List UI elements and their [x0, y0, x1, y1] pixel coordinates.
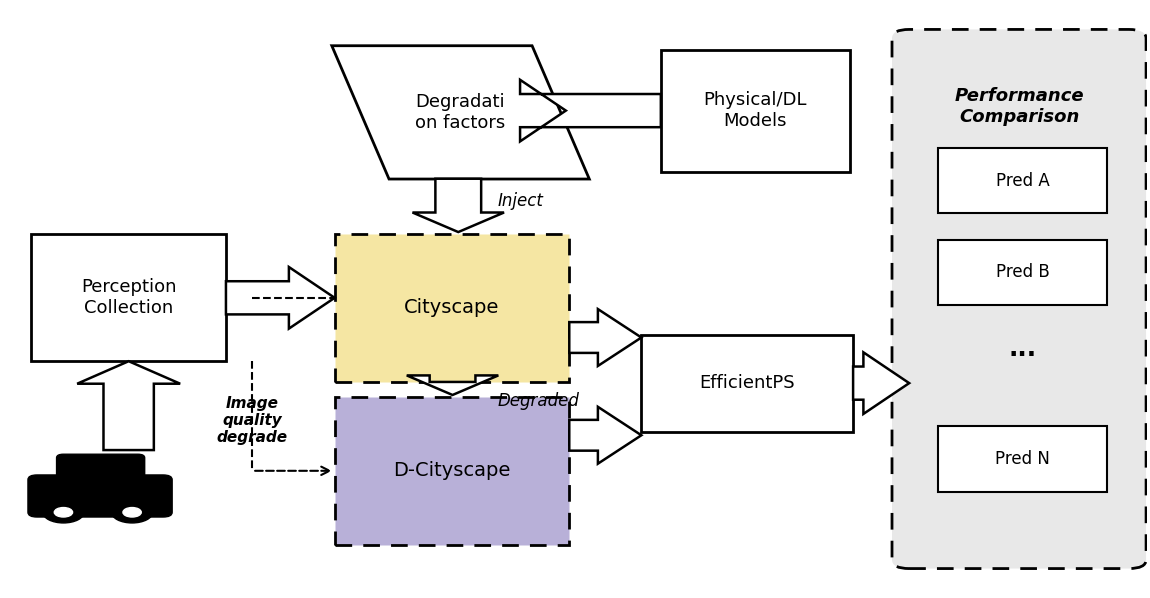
- Polygon shape: [225, 267, 335, 329]
- Circle shape: [112, 502, 153, 523]
- Polygon shape: [332, 45, 589, 179]
- FancyBboxPatch shape: [937, 240, 1107, 305]
- Circle shape: [43, 502, 84, 523]
- Text: Perception
Collection: Perception Collection: [81, 278, 176, 317]
- Polygon shape: [853, 352, 910, 414]
- FancyBboxPatch shape: [642, 334, 853, 432]
- Circle shape: [123, 508, 141, 517]
- FancyBboxPatch shape: [335, 396, 569, 545]
- Text: Pred B: Pred B: [996, 263, 1049, 281]
- Text: Inject: Inject: [497, 192, 543, 210]
- FancyBboxPatch shape: [661, 50, 850, 172]
- Circle shape: [54, 508, 72, 517]
- Polygon shape: [569, 309, 642, 366]
- Text: Image
quality
degrade: Image quality degrade: [216, 395, 288, 446]
- Text: Pred N: Pred N: [995, 450, 1050, 468]
- Text: Degradati
on factors: Degradati on factors: [415, 93, 506, 132]
- Text: Physical/DL
Models: Physical/DL Models: [704, 91, 807, 130]
- FancyBboxPatch shape: [892, 29, 1147, 569]
- Polygon shape: [407, 376, 498, 395]
- Polygon shape: [520, 80, 661, 141]
- FancyBboxPatch shape: [937, 426, 1107, 492]
- Polygon shape: [413, 179, 504, 232]
- Polygon shape: [569, 407, 642, 463]
- Text: Performance
Comparison: Performance Comparison: [954, 87, 1083, 126]
- Text: D-Cityscape: D-Cityscape: [393, 461, 511, 480]
- Text: Pred A: Pred A: [996, 172, 1049, 190]
- Text: Cityscape: Cityscape: [405, 298, 499, 318]
- FancyBboxPatch shape: [335, 234, 569, 382]
- Polygon shape: [77, 361, 181, 450]
- Text: Degraded: Degraded: [497, 392, 580, 410]
- FancyBboxPatch shape: [28, 475, 172, 517]
- FancyBboxPatch shape: [31, 234, 225, 361]
- FancyBboxPatch shape: [937, 148, 1107, 213]
- Text: ...: ...: [1009, 337, 1036, 361]
- Text: EfficientPS: EfficientPS: [699, 374, 795, 392]
- FancyBboxPatch shape: [56, 454, 145, 486]
